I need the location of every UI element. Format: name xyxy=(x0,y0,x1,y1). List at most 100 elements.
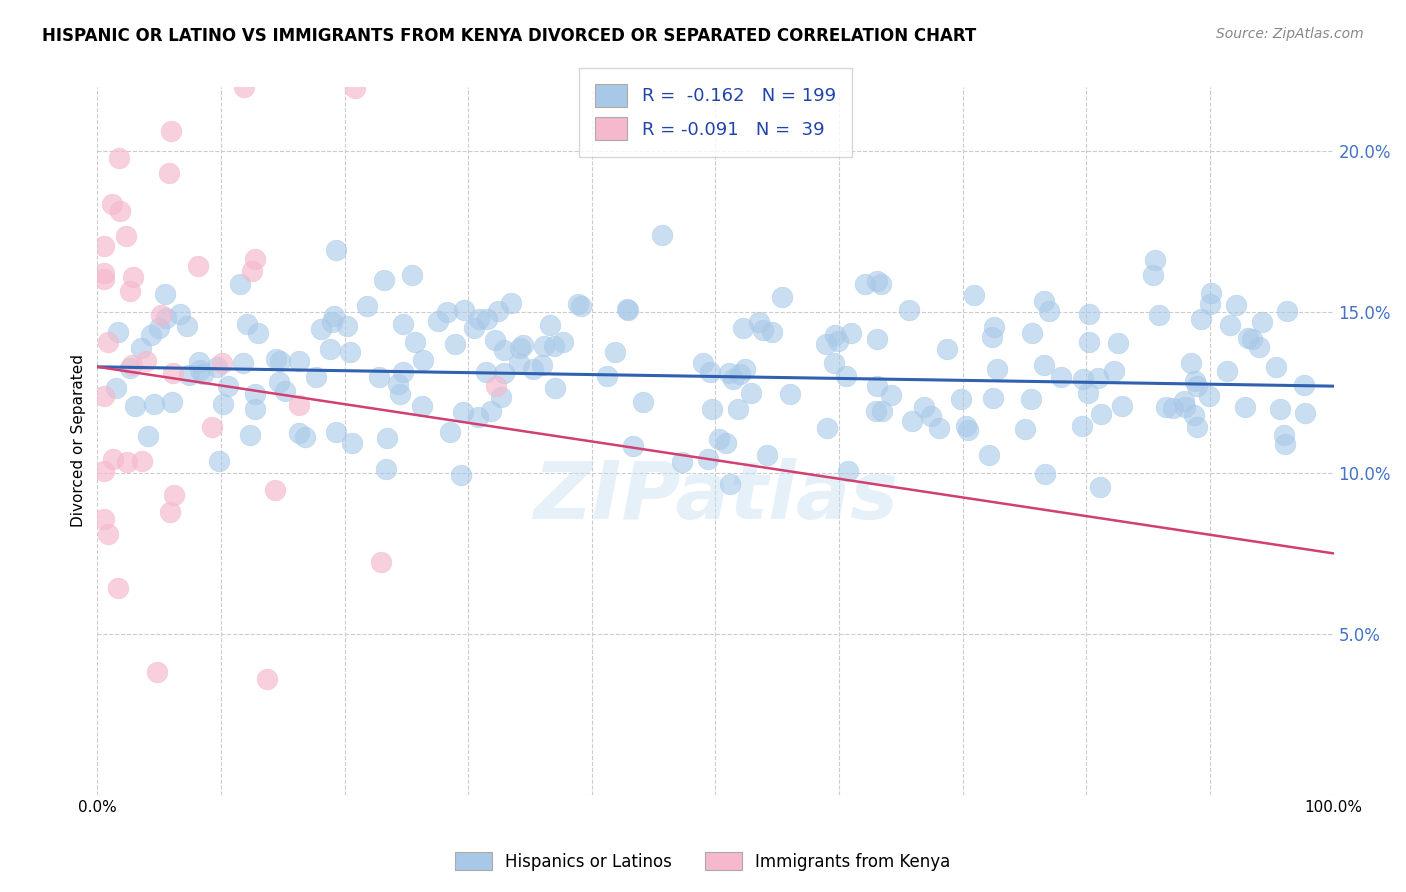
Point xyxy=(823,356,845,370)
Point xyxy=(146,665,169,679)
Point xyxy=(866,274,889,288)
Point xyxy=(131,454,153,468)
Point xyxy=(697,452,720,467)
Point xyxy=(1250,315,1272,329)
Point xyxy=(721,371,744,385)
Point xyxy=(169,307,191,321)
Point xyxy=(245,252,267,267)
Point xyxy=(912,400,935,414)
Point xyxy=(239,427,262,442)
Point xyxy=(1142,268,1164,282)
Point xyxy=(340,436,363,450)
Point xyxy=(770,290,793,304)
Point xyxy=(155,310,177,325)
Point xyxy=(898,302,921,317)
Point xyxy=(512,337,534,351)
Point xyxy=(356,299,378,313)
Point xyxy=(1199,297,1222,311)
Point xyxy=(814,337,837,351)
Point xyxy=(1180,356,1202,370)
Point xyxy=(702,401,724,416)
Point xyxy=(211,397,233,411)
Point xyxy=(392,317,415,331)
Point xyxy=(162,366,184,380)
Point xyxy=(93,389,115,403)
Point xyxy=(135,354,157,368)
Point xyxy=(370,555,392,569)
Point xyxy=(124,399,146,413)
Point xyxy=(752,323,775,337)
Point xyxy=(779,387,801,401)
Point xyxy=(928,420,950,434)
Point xyxy=(1185,420,1208,434)
Point xyxy=(1111,399,1133,413)
Point xyxy=(748,315,770,329)
Point xyxy=(1233,400,1256,414)
Point xyxy=(981,330,1004,344)
Point xyxy=(375,431,398,445)
Legend: Hispanics or Latinos, Immigrants from Kenya: Hispanics or Latinos, Immigrants from Ke… xyxy=(447,844,959,880)
Point xyxy=(246,326,269,340)
Point xyxy=(522,362,544,376)
Point xyxy=(839,326,862,341)
Point xyxy=(188,355,211,369)
Point xyxy=(101,197,124,211)
Point xyxy=(486,304,509,318)
Point xyxy=(986,362,1008,376)
Point xyxy=(1201,286,1223,301)
Point xyxy=(319,342,342,356)
Point xyxy=(1225,298,1247,312)
Point xyxy=(118,284,141,298)
Point xyxy=(391,365,413,379)
Point xyxy=(616,302,638,317)
Point xyxy=(121,358,143,372)
Point xyxy=(467,410,489,425)
Legend: R =  -0.162   N = 199, R = -0.091   N =  39: R = -0.162 N = 199, R = -0.091 N = 39 xyxy=(579,68,852,156)
Point xyxy=(201,420,224,434)
Point xyxy=(436,305,458,319)
Point xyxy=(153,286,176,301)
Point xyxy=(344,81,367,95)
Point xyxy=(1087,371,1109,385)
Point xyxy=(148,321,170,335)
Point xyxy=(453,303,475,318)
Point xyxy=(1237,331,1260,345)
Point xyxy=(388,387,411,401)
Point xyxy=(1185,379,1208,393)
Point xyxy=(1292,378,1315,392)
Point xyxy=(176,318,198,333)
Point xyxy=(475,365,498,379)
Point xyxy=(236,318,259,332)
Point xyxy=(727,401,749,416)
Point xyxy=(869,277,891,292)
Point xyxy=(870,404,893,418)
Point xyxy=(631,394,654,409)
Point xyxy=(274,384,297,398)
Point xyxy=(107,325,129,339)
Point xyxy=(707,433,730,447)
Point xyxy=(950,392,973,406)
Point xyxy=(920,409,942,423)
Point xyxy=(1090,407,1112,421)
Point xyxy=(734,362,756,376)
Point xyxy=(484,333,506,347)
Point xyxy=(321,315,343,329)
Point xyxy=(1189,311,1212,326)
Point xyxy=(714,435,737,450)
Text: ZIPatlas: ZIPatlas xyxy=(533,458,898,536)
Point xyxy=(827,334,849,348)
Point xyxy=(1241,332,1264,346)
Point xyxy=(1032,358,1054,372)
Point xyxy=(1078,335,1101,350)
Point xyxy=(935,342,957,356)
Point xyxy=(143,397,166,411)
Point xyxy=(411,399,433,413)
Point xyxy=(485,378,508,392)
Point xyxy=(1275,303,1298,318)
Point xyxy=(269,354,291,368)
Point xyxy=(93,511,115,525)
Point xyxy=(107,581,129,595)
Point xyxy=(110,203,132,218)
Point xyxy=(1014,422,1036,436)
Point xyxy=(325,243,347,257)
